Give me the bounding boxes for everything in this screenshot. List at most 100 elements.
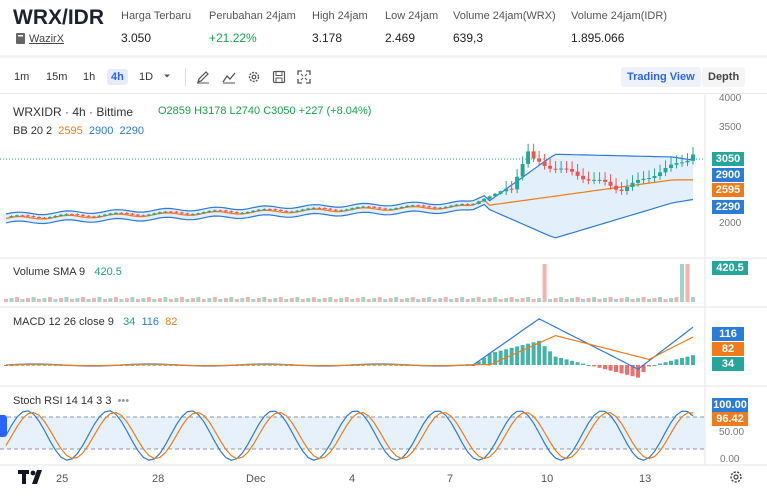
candle-body: [537, 158, 542, 162]
settings-icon[interactable]: [247, 70, 261, 84]
chart-settings-icon[interactable]: [728, 469, 744, 485]
volume-bar: [97, 297, 102, 302]
candle-body: [58, 214, 63, 216]
macd-histogram-bar: [366, 364, 371, 366]
volume-bar: [146, 297, 151, 302]
candle-body: [201, 212, 206, 214]
stat-low: Low 24jam 2.469: [385, 10, 438, 45]
x-axis-label: 28: [152, 473, 165, 485]
volume-bar: [570, 298, 575, 302]
candle-body: [350, 208, 355, 210]
macd-line-badge: 116: [712, 327, 744, 341]
line-chart-icon[interactable]: [222, 70, 236, 84]
candle-body: [240, 212, 245, 214]
macd-histogram-bar: [520, 345, 525, 365]
macd-histogram-bar: [394, 364, 399, 366]
trading-view-button[interactable]: Trading View: [621, 67, 701, 87]
macd-histogram-bar: [4, 365, 8, 366]
candle-body: [212, 210, 217, 212]
volume-bar: [421, 298, 426, 302]
timeframe-4h[interactable]: 4h: [107, 69, 128, 85]
candle-body: [493, 193, 498, 197]
volume-bar: [603, 298, 608, 302]
draw-icon[interactable]: [196, 70, 210, 84]
stoch-k-line: [5, 410, 694, 461]
macd-histogram-bar: [658, 363, 663, 365]
save-icon[interactable]: [272, 70, 286, 84]
volume-bar: [597, 299, 602, 302]
macd-histogram-bar: [625, 365, 630, 375]
volume-bar: [25, 298, 30, 302]
candle-body: [86, 215, 91, 217]
candle-body: [14, 215, 19, 217]
volume-bar: [394, 297, 399, 302]
candle-body: [174, 211, 179, 213]
volume-bar: [306, 298, 311, 302]
candle-body: [427, 206, 432, 208]
volume-bar: [372, 298, 377, 302]
toolbar-divider: [185, 68, 186, 86]
candle-body: [674, 163, 679, 165]
candle-body: [542, 161, 547, 166]
more-options-icon[interactable]: •••: [117, 395, 130, 407]
rsi-axis-label: 50.00: [719, 427, 745, 438]
volume-bar: [344, 297, 349, 302]
macd-label: MACD 12 26 close 9: [13, 316, 114, 328]
volume-bar: [53, 299, 58, 302]
exchange-link[interactable]: WazirX: [29, 33, 65, 45]
candle-body: [482, 198, 487, 202]
macd-histogram-bar: [278, 364, 283, 366]
chevron-down-icon[interactable]: [162, 71, 172, 81]
stat-last-price: Harga Terbaru 3.050: [121, 10, 191, 45]
volume-bar: [454, 298, 459, 302]
chart-symbol-title: WRXIDR · 4h · Bittime: [13, 105, 134, 119]
volume-bar: [201, 299, 206, 302]
candle-body: [146, 214, 151, 216]
panel-collapse-handle[interactable]: [0, 415, 7, 437]
volume-bar: [647, 299, 652, 302]
candle-body: [119, 212, 124, 214]
candle-body: [185, 213, 190, 215]
volume-bar: [240, 298, 245, 302]
depth-button[interactable]: Depth: [702, 67, 746, 87]
volume-bar: [14, 297, 19, 302]
chart-canvas[interactable]: [0, 95, 767, 503]
macd-histogram-bar: [42, 364, 47, 366]
timeframe-1d[interactable]: 1D: [139, 71, 154, 83]
candle-body: [168, 211, 173, 213]
volume-bar: [333, 299, 338, 302]
macd-histogram-bar: [168, 364, 173, 366]
candle-body: [267, 209, 272, 211]
candle-body: [333, 209, 338, 211]
macd-histogram-bar: [284, 364, 289, 366]
chart-area[interactable]: WRXIDR · 4h · Bittime O2859 H3178 L2740 …: [0, 93, 767, 503]
candle-body: [20, 215, 25, 217]
candle-body: [520, 164, 525, 177]
volume-bar: [399, 299, 404, 302]
candle-body: [460, 204, 465, 206]
volume-bar: [680, 264, 685, 302]
timeframe-15m[interactable]: 15m: [46, 71, 68, 83]
macd-signal-value: 82: [165, 316, 178, 328]
candle-body: [410, 205, 415, 207]
candle-body: [471, 203, 476, 205]
macd-histogram-bar: [20, 364, 25, 366]
volume-bar: [245, 297, 250, 302]
volume-bar: [542, 264, 547, 302]
candle-body: [36, 217, 41, 219]
timeframe-1h[interactable]: 1h: [83, 71, 96, 83]
candle-body: [443, 206, 448, 208]
macd-histogram-bar: [647, 365, 652, 367]
bb-upper-value: 2900: [88, 125, 114, 137]
candle-body: [553, 168, 558, 170]
candle-body: [454, 204, 459, 206]
macd-histogram-bar: [586, 365, 591, 366]
macd-histogram-bar: [383, 364, 388, 366]
volume-bar: [355, 298, 360, 302]
fullscreen-icon[interactable]: [297, 70, 311, 84]
volume-bar: [553, 298, 558, 302]
volume-bar: [531, 299, 536, 302]
timeframe-1m[interactable]: 1m: [14, 71, 30, 83]
candle-body: [311, 207, 316, 209]
macd-histogram-bar: [614, 365, 619, 372]
